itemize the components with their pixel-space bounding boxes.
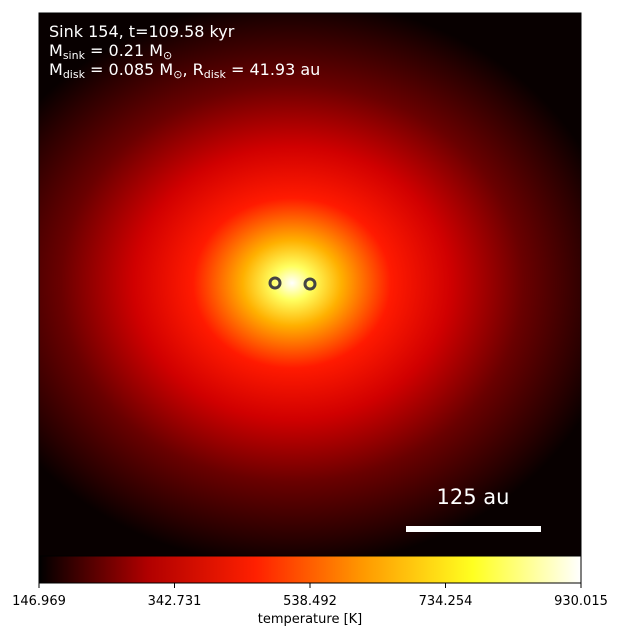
annotation: Msink = 0.21 M⊙ <box>49 41 172 62</box>
annotation-part: sink <box>63 49 86 62</box>
annotation: Mdisk = 0.085 M⊙, Rdisk = 41.93 au <box>49 60 320 81</box>
annotation-part: = 41.93 au <box>226 60 320 79</box>
colorbar <box>38 555 582 584</box>
colorbar-tick-label: 538.492 <box>283 594 337 609</box>
colorbar-label: temperature [K] <box>258 612 363 627</box>
annotation-part: Sink 154, t=109.58 kyr <box>49 22 235 41</box>
annotation-part: disk <box>204 68 227 81</box>
annotation-part: M <box>49 60 63 79</box>
annotation: Sink 154, t=109.58 kyr <box>49 22 235 41</box>
scale-bar <box>406 526 541 532</box>
colorbar-tick-label: 734.254 <box>419 594 473 609</box>
colorbar-tick-label: 930.015 <box>554 594 608 609</box>
annotation-part: ⊙ <box>163 49 172 62</box>
colorbar-tick-label: 342.731 <box>148 594 202 609</box>
annotation-part: , R <box>182 60 203 79</box>
scale-bar-label: 125 au <box>437 485 510 509</box>
sink-particle <box>268 276 282 290</box>
annotation-part: ⊙ <box>173 68 182 81</box>
annotation-part: M <box>49 41 63 60</box>
colorbar-tick-label: 146.969 <box>12 594 66 609</box>
annotation-part: = 0.21 M <box>85 41 163 60</box>
sink-particle <box>303 277 317 291</box>
annotation-part: = 0.085 M <box>85 60 173 79</box>
temperature-map <box>38 12 582 557</box>
annotation-part: disk <box>63 68 86 81</box>
